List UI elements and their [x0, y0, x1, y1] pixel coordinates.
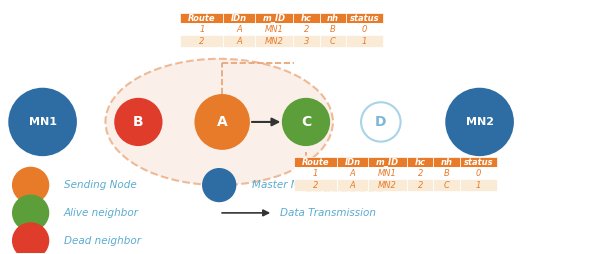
Text: A: A	[217, 115, 227, 129]
Bar	[293, 13, 320, 23]
Bar	[223, 35, 254, 47]
Bar	[320, 23, 346, 35]
Text: nh: nh	[440, 158, 452, 167]
Ellipse shape	[106, 59, 333, 185]
Text: 1: 1	[313, 169, 318, 178]
Text: B: B	[330, 25, 336, 34]
Text: A: A	[236, 25, 242, 34]
Bar	[180, 35, 223, 47]
Bar	[180, 13, 223, 23]
Bar	[407, 157, 433, 167]
Ellipse shape	[203, 169, 236, 201]
Text: 1: 1	[476, 181, 481, 189]
Text: 2: 2	[418, 181, 423, 189]
Text: B: B	[444, 169, 449, 178]
Bar	[433, 179, 460, 191]
Text: 2: 2	[199, 37, 205, 45]
Text: MN2: MN2	[466, 117, 494, 127]
Ellipse shape	[196, 96, 248, 149]
Text: MN1: MN1	[265, 25, 283, 34]
Ellipse shape	[446, 89, 512, 155]
Text: 1: 1	[199, 25, 205, 34]
Ellipse shape	[10, 89, 76, 155]
Text: C: C	[301, 115, 311, 129]
Text: Master Node: Master Node	[252, 180, 318, 190]
Text: Alive neighbor: Alive neighbor	[64, 208, 139, 218]
Bar	[346, 13, 383, 23]
Text: hc: hc	[415, 158, 426, 167]
Text: Data Transmission: Data Transmission	[280, 208, 376, 218]
Bar	[460, 157, 497, 167]
Bar	[223, 23, 254, 35]
Bar	[460, 179, 497, 191]
Bar	[337, 167, 368, 179]
Bar	[294, 167, 337, 179]
Text: status: status	[464, 158, 493, 167]
Ellipse shape	[13, 167, 49, 203]
Text: Route: Route	[302, 158, 329, 167]
Ellipse shape	[361, 102, 401, 142]
Bar	[346, 35, 383, 47]
Text: 0: 0	[362, 25, 367, 34]
Text: m_ID: m_ID	[262, 14, 286, 23]
Text: A: A	[350, 169, 356, 178]
Bar	[293, 35, 320, 47]
Text: MN1: MN1	[29, 117, 56, 127]
Text: nh: nh	[327, 14, 339, 23]
Bar	[293, 23, 320, 35]
Text: C: C	[444, 181, 449, 189]
Text: Sending Node: Sending Node	[64, 180, 136, 190]
Bar	[407, 167, 433, 179]
Bar	[337, 157, 368, 167]
Bar	[294, 157, 337, 167]
Bar	[433, 157, 460, 167]
Text: A: A	[236, 37, 242, 45]
Text: MN2: MN2	[265, 37, 283, 45]
Bar	[320, 35, 346, 47]
Text: MN2: MN2	[378, 181, 397, 189]
Text: 2: 2	[418, 169, 423, 178]
Ellipse shape	[116, 99, 161, 145]
Bar	[223, 13, 254, 23]
Ellipse shape	[283, 99, 329, 145]
Text: Route: Route	[188, 14, 215, 23]
Bar	[433, 167, 460, 179]
Bar	[254, 23, 293, 35]
Bar	[460, 167, 497, 179]
Text: status: status	[350, 14, 379, 23]
Bar	[320, 13, 346, 23]
Text: B: B	[133, 115, 143, 129]
Text: 2: 2	[313, 181, 318, 189]
Bar	[337, 179, 368, 191]
Text: C: C	[330, 37, 336, 45]
Text: D: D	[375, 115, 386, 129]
Bar	[294, 179, 337, 191]
Text: Dead neighbor: Dead neighbor	[64, 236, 140, 246]
Bar	[254, 35, 293, 47]
Text: MN1: MN1	[378, 169, 397, 178]
Text: 2: 2	[304, 25, 309, 34]
Bar	[407, 179, 433, 191]
Text: hc: hc	[301, 14, 312, 23]
Bar	[254, 13, 293, 23]
Text: 0: 0	[476, 169, 481, 178]
Bar	[180, 23, 223, 35]
Bar	[346, 23, 383, 35]
Text: 1: 1	[362, 37, 367, 45]
Text: A: A	[350, 181, 356, 189]
Text: IDn: IDn	[344, 158, 361, 167]
Text: 3: 3	[304, 37, 309, 45]
Bar	[368, 179, 407, 191]
Bar	[368, 167, 407, 179]
Ellipse shape	[13, 195, 49, 231]
Bar	[368, 157, 407, 167]
Text: m_ID: m_ID	[376, 158, 399, 167]
Text: IDn: IDn	[231, 14, 247, 23]
Ellipse shape	[13, 223, 49, 254]
